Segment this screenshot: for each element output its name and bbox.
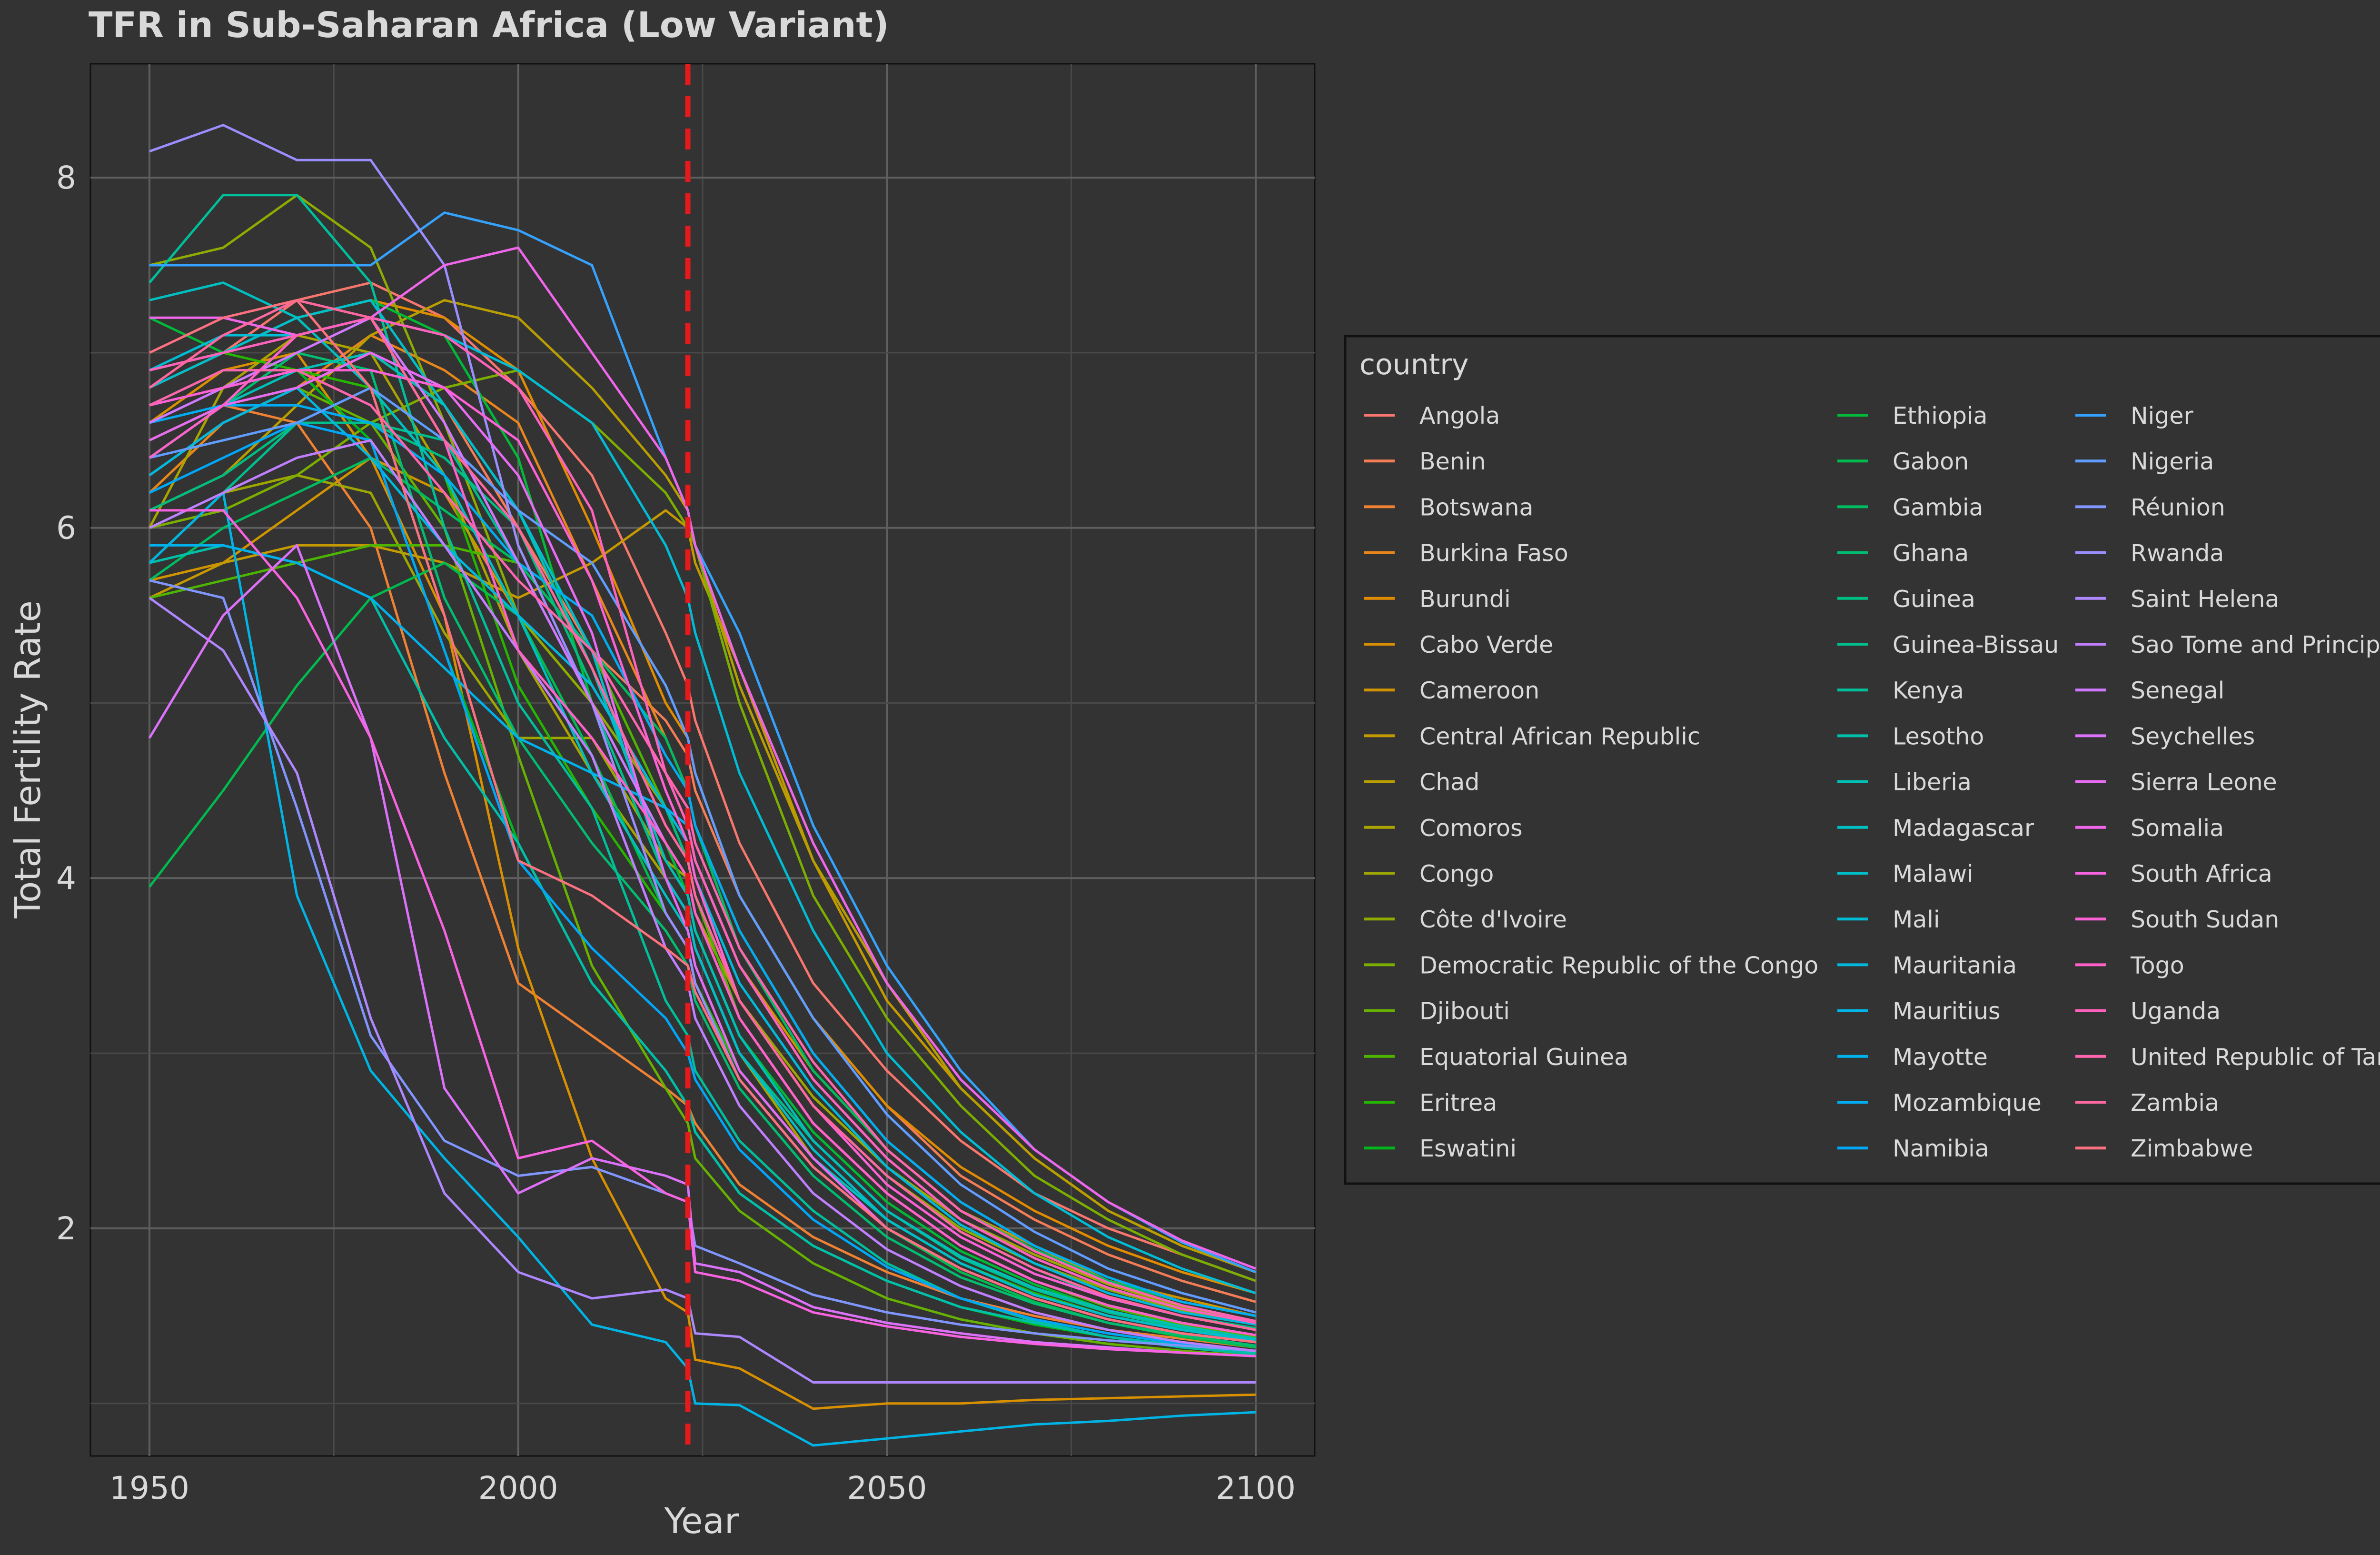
legend-label: Somalia (2131, 815, 2224, 842)
legend-label: Madagascar (1893, 815, 2034, 842)
legend-label: Ghana (1893, 540, 1969, 567)
legend-label: Togo (2130, 952, 2184, 979)
legend-label: Cameroon (1419, 677, 1539, 704)
y-tick-label: 8 (56, 159, 76, 196)
series-line-23 (149, 194, 1256, 1356)
legend-label: Côte d'Ivoire (1419, 906, 1567, 933)
legend-label: Burundi (1419, 586, 1511, 613)
legend-label: Mayotte (1893, 1044, 1988, 1071)
legend-label: Mauritania (1893, 952, 2017, 979)
legend-label: Central African Republic (1419, 723, 1700, 750)
legend-label: Cabo Verde (1419, 631, 1553, 658)
legend-label: Botswana (1419, 494, 1534, 521)
legend-label: Guinea-Bissau (1893, 631, 2059, 658)
y-tick-label: 4 (56, 860, 76, 897)
legend-label: Djibouti (1419, 998, 1510, 1025)
legend-label: Congo (1419, 860, 1494, 887)
y-tick-label: 2 (56, 1210, 76, 1247)
legend-title: country (1359, 348, 1468, 381)
legend-label: Lesotho (1893, 723, 1984, 750)
legend-label: Chad (1419, 769, 1479, 796)
x-tick-label: 1950 (109, 1470, 189, 1506)
x-tick-label: 2000 (478, 1470, 558, 1506)
legend-label: Kenya (1893, 677, 1964, 704)
legend-label: Burkina Faso (1419, 540, 1568, 567)
series-line-25 (149, 351, 1256, 1340)
x-tick-label: 2100 (1216, 1470, 1296, 1506)
legend-label: Eswatini (1419, 1135, 1517, 1162)
legend-label: Senegal (2131, 677, 2224, 704)
plot-area: 1950 2000 2050 2100 2 4 6 8 (56, 63, 1316, 1506)
legend-label: Mauritius (1893, 998, 2001, 1025)
x-axis-label: Year (664, 1501, 739, 1542)
legend-label: Sao Tome and Principe (2131, 631, 2380, 658)
series-line-12 (149, 369, 1256, 1282)
legend-label: Zimbabwe (2131, 1135, 2253, 1162)
legend-label: Equatorial Guinea (1419, 1044, 1628, 1071)
legend-label: Benin (1419, 448, 1486, 475)
legend-label: Seychelles (2131, 723, 2255, 750)
chart-title: TFR in Sub-Saharan Africa (Low Variant) (89, 5, 889, 46)
legend-label: Mali (1893, 906, 1940, 933)
legend-box (1344, 335, 2380, 1185)
y-axis-label: Total Fertility Rate (8, 600, 49, 919)
y-tick-label: 6 (56, 510, 76, 547)
legend-label: Rwanda (2131, 540, 2224, 567)
legend-label: Uganda (2131, 998, 2221, 1025)
x-tick-label: 2050 (847, 1470, 927, 1506)
legend-label: Angola (1419, 402, 1500, 429)
legend-label: Malawi (1893, 860, 1973, 887)
series-line-5 (149, 351, 1256, 1410)
legend-label: Réunion (2131, 494, 2225, 521)
series-line-35 (149, 386, 1256, 1314)
series-line-41 (148, 544, 1256, 1357)
series-line-48 (149, 369, 1256, 1323)
legend-label: Ethiopia (1893, 402, 1988, 429)
series-line-0 (149, 281, 1256, 1282)
legend-label: Liberia (1893, 769, 1972, 796)
series-line-38 (149, 597, 1256, 1384)
series-line-49 (149, 299, 1256, 1331)
legend-label: Guinea (1893, 586, 1975, 613)
legend-label: South Sudan (2131, 906, 2279, 933)
legend-label: Zambia (2131, 1089, 2219, 1116)
legend-label: Gabon (1893, 448, 1969, 475)
series-line-27 (149, 299, 1256, 1342)
legend-label: Comoros (1419, 815, 1522, 842)
series-line-33 (149, 421, 1256, 1352)
legend-label: Saint Helena (2131, 586, 2279, 613)
legend-label: South Africa (2131, 860, 2272, 887)
series-line-44 (149, 509, 1256, 1357)
legend-label: Gambia (1893, 494, 1983, 521)
legend-label: Mozambique (1893, 1089, 2042, 1116)
legend-label: Sierra Leone (2131, 769, 2277, 796)
legend-label: United Republic of Tanzania (2131, 1044, 2380, 1071)
legend-label: Niger (2131, 402, 2194, 429)
legend-label: Namibia (1893, 1135, 1989, 1162)
series-line-32 (149, 404, 1256, 1317)
legend: country Angola Benin Botswana Burkina Faso Bu… (1344, 335, 2380, 1185)
series-line-50 (149, 299, 1256, 1344)
series-line-39 (149, 439, 1256, 1352)
series-line-45 (149, 369, 1256, 1331)
legend-label: Eritrea (1419, 1089, 1497, 1116)
series-line-47 (149, 316, 1256, 1324)
legend-label: Nigeria (2131, 448, 2214, 475)
legend-label: Democratic Republic of the Congo (1419, 952, 1818, 979)
series-line-30 (149, 491, 1256, 1447)
